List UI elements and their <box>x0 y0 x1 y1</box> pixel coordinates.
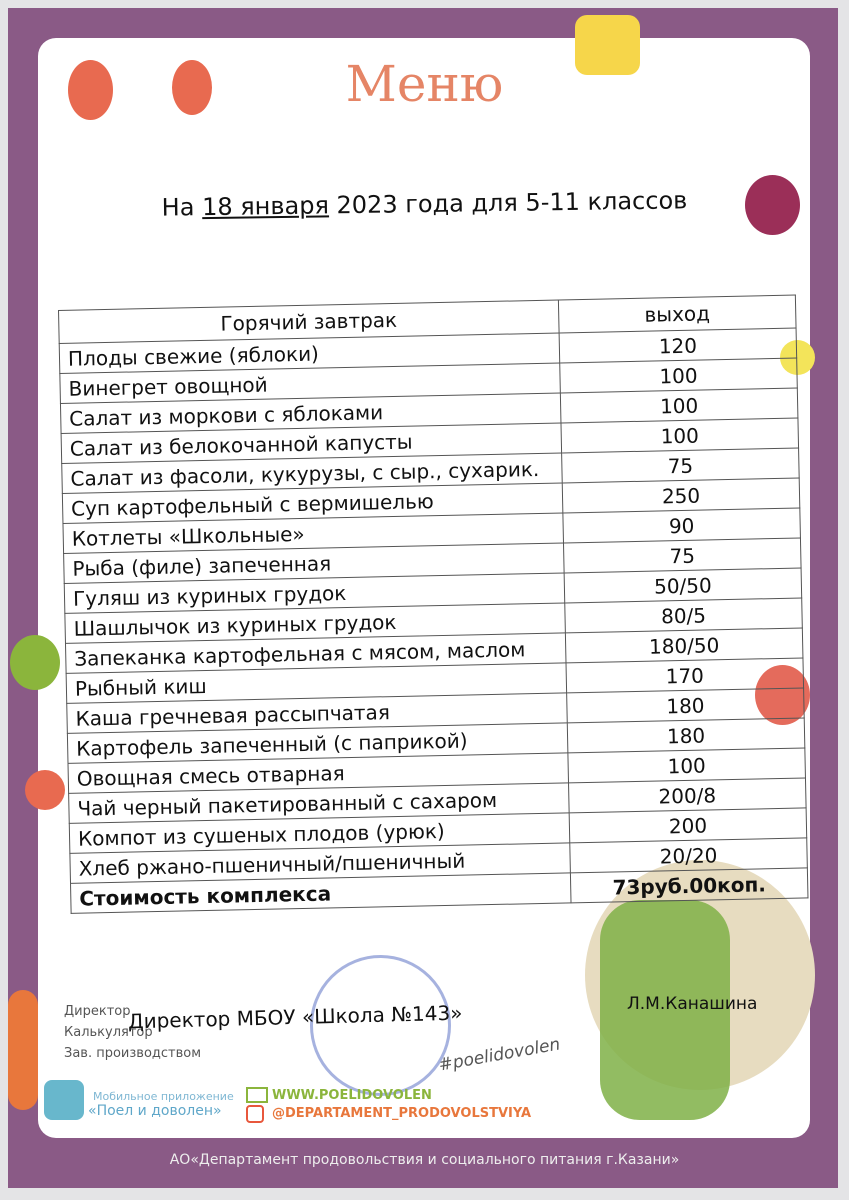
menu-date: 18 января <box>201 191 330 222</box>
page-title: Меню <box>345 55 504 113</box>
carrot-illustration <box>8 990 38 1110</box>
dish-portion: 90 <box>562 508 801 543</box>
dish-portion: 200/8 <box>568 777 807 813</box>
dish-portion: 75 <box>563 538 802 573</box>
dish-portion: 50/50 <box>564 567 802 603</box>
dish-portion: 120 <box>559 328 797 364</box>
director-label: Директор <box>64 1004 131 1019</box>
apple-illustration <box>10 635 60 690</box>
website-link[interactable]: WWW.POELIDOVOLEN <box>272 1088 432 1103</box>
dish-portion: 75 <box>561 448 800 483</box>
dish-portion: 100 <box>560 388 798 423</box>
app-icon <box>44 1080 84 1120</box>
app-label: Мобильное приложение <box>93 1090 234 1103</box>
production-label: Зав. производством <box>64 1046 202 1061</box>
dish-portion: 180 <box>566 687 805 723</box>
dish-portion: 100 <box>560 418 799 453</box>
calc-label: Калькулятор <box>64 1025 153 1040</box>
instagram-link[interactable]: @DEPARTAMENT_PRODOVOLSTVIYA <box>272 1106 532 1121</box>
broccoli-banana-illustration <box>600 900 730 1120</box>
organization-footer: АО«Департамент продовольствия и социальн… <box>169 1152 680 1168</box>
dish-portion: 170 <box>566 657 804 693</box>
dish-portion: 20/20 <box>569 837 808 873</box>
tomato-illustration <box>68 60 113 120</box>
lemon-illustration <box>780 340 815 375</box>
menu-table: Горячий завтрак выход Плоды свежие (яблок… <box>58 295 808 914</box>
instagram-icon <box>246 1105 264 1123</box>
director-name: Л.М.Канашина <box>627 994 758 1014</box>
dish-portion: 80/5 <box>564 597 803 633</box>
cheese-illustration <box>575 15 640 75</box>
dish-portion: 180/50 <box>565 627 803 663</box>
dish-portion: 100 <box>567 747 806 783</box>
school-stamp <box>310 955 451 1096</box>
tomato-illustration <box>172 60 212 115</box>
meat-illustration <box>755 665 810 725</box>
app-name: «Поел и доволен» <box>88 1103 222 1119</box>
website-icon <box>246 1087 268 1103</box>
dish-portion: 200 <box>569 807 807 843</box>
tomato-illustration <box>25 770 65 810</box>
beet-illustration <box>745 175 800 235</box>
dish-portion: 100 <box>559 358 798 393</box>
dish-portion: 250 <box>562 478 800 513</box>
dish-portion: 180 <box>567 717 805 753</box>
